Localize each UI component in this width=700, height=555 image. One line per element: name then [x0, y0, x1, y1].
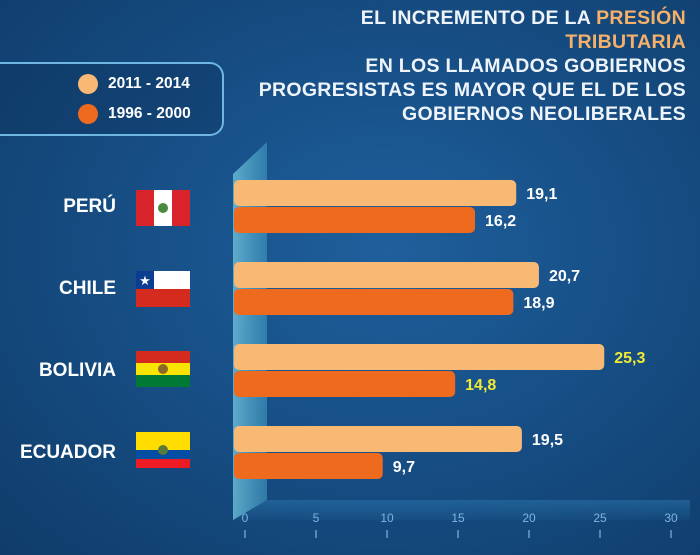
- chart-headline: EL INCREMENTO DE LA PRESIÓN TRIBUTARIA E…: [246, 6, 686, 126]
- bar-ecuador-2011: [234, 426, 522, 452]
- bar-bolivia-1996: [234, 371, 456, 397]
- headline-highlight: PRESIÓN TRIBUTARIA: [565, 7, 686, 53]
- legend-label-1996: 1996 - 2000: [108, 105, 191, 122]
- bar-peru-2011: [234, 180, 517, 206]
- headline-line-1: EL INCREMENTO DE LA PRESIÓN TRIBUTARIA: [246, 6, 686, 54]
- headline-line-2: EN LOS LLAMADOS GOBIERNOS: [365, 55, 686, 77]
- value-label-ecuador-2011: 19,5: [532, 432, 563, 449]
- value-label-chile-1996: 18,9: [523, 295, 554, 312]
- bar-peru-1996: [234, 207, 476, 233]
- bar-chile-2011: [234, 262, 539, 288]
- x-tick-label-30: 30: [664, 511, 678, 525]
- flag-peru: [136, 190, 190, 226]
- category-label-peru: PERÚ: [63, 195, 116, 217]
- headline-prefix: EL INCREMENTO DE LA: [360, 7, 597, 29]
- bar-bolivia-2011: [234, 344, 605, 370]
- category-label-bolivia: BOLIVIA: [39, 360, 116, 381]
- x-tick-label-5: 5: [313, 511, 320, 525]
- bar-ecuador-1996: [234, 453, 383, 479]
- svg-text:★: ★: [139, 274, 151, 289]
- flag-ecuador: [136, 432, 190, 468]
- legend-item-1996: 1996 - 2000: [78, 104, 191, 124]
- value-label-peru-2011: 19,1: [526, 186, 557, 203]
- headline-line-3: PROGRESISTAS ES MAYOR QUE EL DE LOS: [258, 79, 686, 101]
- x-tick-label-20: 20: [522, 511, 536, 525]
- value-label-chile-2011: 20,7: [549, 268, 580, 285]
- legend-swatch-1996: [78, 104, 98, 124]
- legend-item-2011: 2011 - 2014: [78, 74, 190, 94]
- x-tick-label-0: 0: [242, 511, 249, 525]
- bar-chile-1996: [234, 289, 514, 315]
- flag-bolivia: [136, 351, 190, 387]
- category-label-ecuador: ECUADOR: [20, 442, 116, 463]
- value-label-bolivia-1996: 14,8: [465, 377, 496, 394]
- legend: 2011 - 2014 1996 - 2000: [0, 62, 224, 136]
- value-label-bolivia-2011: 25,3: [614, 350, 645, 367]
- x-tick-label-10: 10: [380, 511, 394, 525]
- x-tick-label-15: 15: [451, 511, 465, 525]
- legend-label-2011: 2011 - 2014: [108, 75, 190, 92]
- x-tick-label-25: 25: [593, 511, 607, 525]
- chart-wall: [233, 142, 267, 520]
- headline-line-4: GOBIERNOS NEOLIBERALES: [402, 103, 686, 125]
- value-label-ecuador-1996: 9,7: [393, 459, 415, 476]
- category-label-chile: CHILE: [59, 278, 116, 299]
- value-label-peru-1996: 16,2: [485, 213, 516, 230]
- chart-floor: [233, 500, 690, 520]
- legend-swatch-2011: [78, 74, 98, 94]
- flag-chile: ★: [136, 271, 190, 307]
